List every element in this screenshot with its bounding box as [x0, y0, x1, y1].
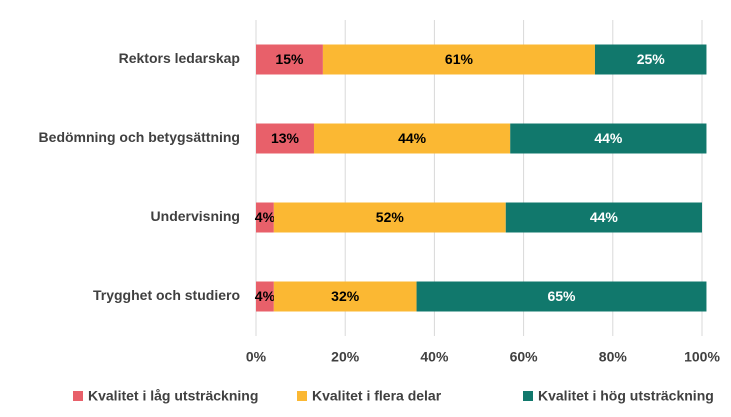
y-tick-label: Rektors ledarskap [119, 50, 240, 66]
bar-segment [273, 202, 506, 233]
legend-swatch [523, 391, 533, 401]
bar-segment [256, 123, 314, 154]
x-tick-label: 100% [684, 349, 720, 365]
legend-label: Kvalitet i låg utsträckning [88, 388, 258, 404]
x-tick-label: 20% [331, 349, 360, 365]
y-tick-label: Undervisning [151, 208, 240, 224]
legend-swatch [297, 391, 307, 401]
bar-segment [313, 123, 511, 154]
value-label: 65% [547, 288, 576, 304]
x-tick-label: 80% [599, 349, 628, 365]
bar-segment [273, 281, 417, 312]
bar-segment [256, 44, 323, 75]
bar-segment [505, 202, 702, 233]
value-label: 15% [275, 51, 304, 67]
bar-segment [510, 123, 707, 154]
bar-segment [256, 281, 274, 312]
bar-segment [322, 44, 595, 75]
y-tick-label: Bedömning och betygsättning [39, 129, 240, 145]
value-label: 44% [590, 209, 619, 225]
value-label: 25% [637, 51, 666, 67]
x-tick-label: 0% [246, 349, 267, 365]
legend-label: Kvalitet i flera delar [312, 388, 442, 404]
bar-segment [256, 202, 274, 233]
value-label: 52% [376, 209, 405, 225]
legend-swatch [73, 391, 83, 401]
value-label: 4% [255, 209, 276, 225]
legend-label: Kvalitet i hög utsträckning [538, 388, 714, 404]
bar-segment [416, 281, 707, 312]
bar-segment [594, 44, 707, 75]
value-label: 13% [271, 130, 300, 146]
value-label: 44% [398, 130, 427, 146]
value-label: 32% [331, 288, 360, 304]
x-tick-label: 60% [510, 349, 539, 365]
x-tick-label: 40% [420, 349, 449, 365]
value-label: 61% [445, 51, 474, 67]
value-label: 44% [594, 130, 623, 146]
y-tick-label: Trygghet och studiero [93, 287, 240, 303]
value-label: 4% [255, 288, 276, 304]
